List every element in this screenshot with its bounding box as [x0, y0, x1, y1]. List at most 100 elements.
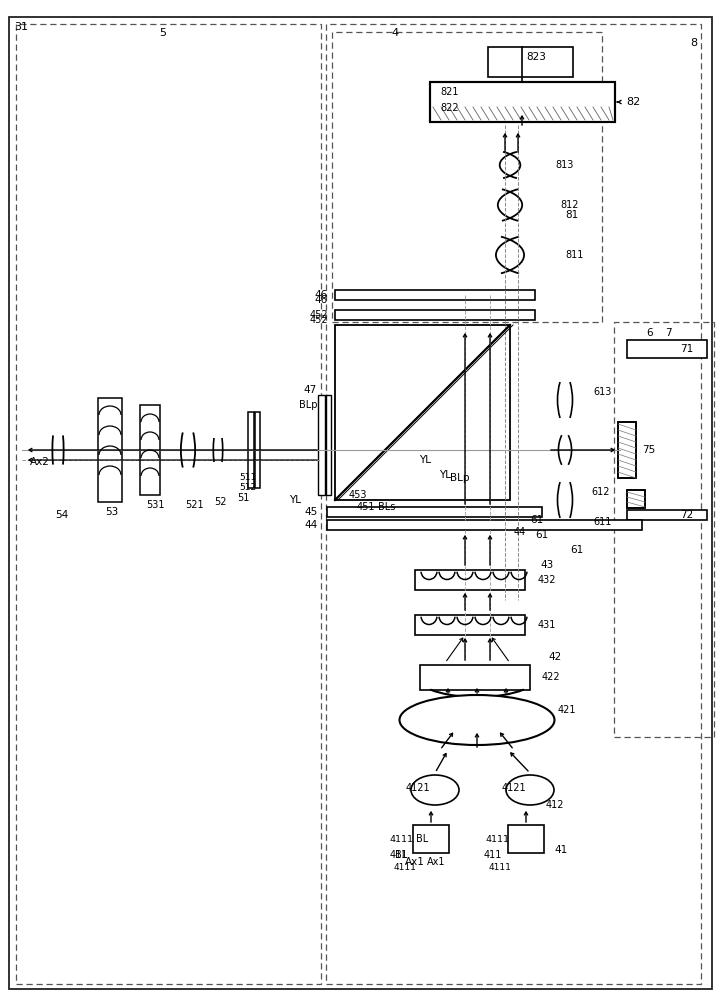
Text: 612: 612 — [591, 487, 609, 497]
Text: BLp: BLp — [450, 473, 470, 483]
Text: 813: 813 — [555, 160, 573, 170]
Text: 7: 7 — [664, 328, 672, 338]
Text: 81: 81 — [565, 210, 578, 220]
Bar — [335, 325, 510, 500]
Text: 4121: 4121 — [502, 783, 526, 793]
Bar — [327, 520, 642, 530]
Text: 412: 412 — [546, 800, 565, 810]
Text: 61: 61 — [530, 515, 543, 525]
Text: 432: 432 — [538, 575, 557, 585]
Ellipse shape — [411, 775, 459, 805]
Text: 4111: 4111 — [393, 863, 416, 872]
Ellipse shape — [506, 775, 554, 805]
Bar — [318, 395, 325, 495]
Text: 811: 811 — [565, 250, 583, 260]
Bar — [508, 825, 544, 853]
Text: 411: 411 — [390, 850, 408, 860]
Bar — [627, 490, 645, 508]
Text: Ax1: Ax1 — [405, 857, 425, 867]
Bar — [430, 82, 615, 122]
Text: 47: 47 — [304, 385, 317, 395]
Text: BLp: BLp — [299, 400, 317, 410]
Text: YL: YL — [289, 495, 301, 505]
Text: 431: 431 — [538, 620, 557, 630]
Bar — [430, 82, 615, 122]
Text: 43: 43 — [540, 560, 553, 570]
Bar — [415, 570, 525, 590]
Text: 8: 8 — [690, 38, 698, 48]
Text: YL: YL — [439, 470, 451, 480]
Text: 822: 822 — [440, 103, 458, 113]
Text: BL: BL — [416, 834, 428, 844]
Text: 421: 421 — [558, 705, 576, 715]
Bar — [326, 395, 331, 495]
Text: 823: 823 — [526, 52, 546, 62]
Text: 512: 512 — [239, 484, 257, 492]
Text: 452: 452 — [309, 310, 328, 320]
Text: 31: 31 — [14, 22, 28, 32]
Text: Ax1: Ax1 — [427, 857, 445, 867]
Bar — [488, 47, 573, 77]
Text: 613: 613 — [593, 387, 612, 397]
Bar — [335, 290, 535, 300]
Text: 75: 75 — [642, 445, 655, 455]
Text: 54: 54 — [56, 510, 69, 520]
Bar — [326, 24, 701, 984]
Bar — [627, 490, 645, 508]
Text: Ax2: Ax2 — [30, 457, 50, 467]
Bar — [98, 398, 122, 502]
Text: 51: 51 — [237, 493, 249, 503]
Text: 61: 61 — [570, 545, 583, 555]
Bar — [618, 422, 636, 478]
Bar — [415, 615, 525, 635]
Ellipse shape — [400, 695, 555, 745]
Text: 4111: 4111 — [390, 834, 414, 844]
Bar — [413, 825, 449, 853]
Text: 453: 453 — [349, 490, 367, 500]
Text: 72: 72 — [680, 510, 693, 520]
Bar — [627, 340, 707, 358]
Text: 5: 5 — [160, 28, 166, 38]
Bar — [618, 422, 636, 478]
Text: 452: 452 — [309, 315, 328, 325]
Text: BLs: BLs — [378, 502, 395, 512]
Text: 4: 4 — [391, 28, 398, 38]
Text: 45: 45 — [305, 507, 318, 517]
Text: 422: 422 — [542, 672, 560, 682]
Text: 61: 61 — [535, 530, 548, 540]
Bar — [327, 507, 542, 517]
Bar — [420, 665, 530, 690]
Text: 451: 451 — [357, 502, 375, 512]
Bar — [16, 24, 321, 984]
Bar — [248, 412, 254, 488]
Text: 812: 812 — [560, 200, 578, 210]
Text: 71: 71 — [680, 344, 693, 354]
Text: 41: 41 — [554, 845, 568, 855]
Text: YL: YL — [419, 455, 431, 465]
Text: 611: 611 — [593, 517, 612, 527]
Text: BL: BL — [395, 850, 407, 860]
Bar — [140, 405, 160, 495]
Text: 531: 531 — [146, 500, 164, 510]
Text: 46: 46 — [315, 295, 328, 305]
Text: 82: 82 — [626, 97, 641, 107]
Text: 521: 521 — [186, 500, 205, 510]
Text: 511: 511 — [239, 474, 257, 483]
Text: 44: 44 — [305, 520, 318, 530]
Text: 53: 53 — [106, 507, 119, 517]
Bar — [335, 310, 535, 320]
Text: 44: 44 — [514, 527, 526, 537]
Text: 4111: 4111 — [485, 834, 509, 844]
Text: 6: 6 — [646, 328, 654, 338]
Bar — [627, 510, 707, 520]
Bar — [614, 322, 714, 737]
Text: 52: 52 — [214, 497, 226, 507]
Text: 42: 42 — [548, 652, 561, 662]
Text: 821: 821 — [440, 87, 458, 97]
Text: 46: 46 — [315, 290, 328, 300]
Text: 411: 411 — [484, 850, 502, 860]
Bar — [332, 32, 602, 322]
Text: 4111: 4111 — [489, 863, 511, 872]
Bar — [255, 412, 260, 488]
Text: 4121: 4121 — [406, 783, 431, 793]
